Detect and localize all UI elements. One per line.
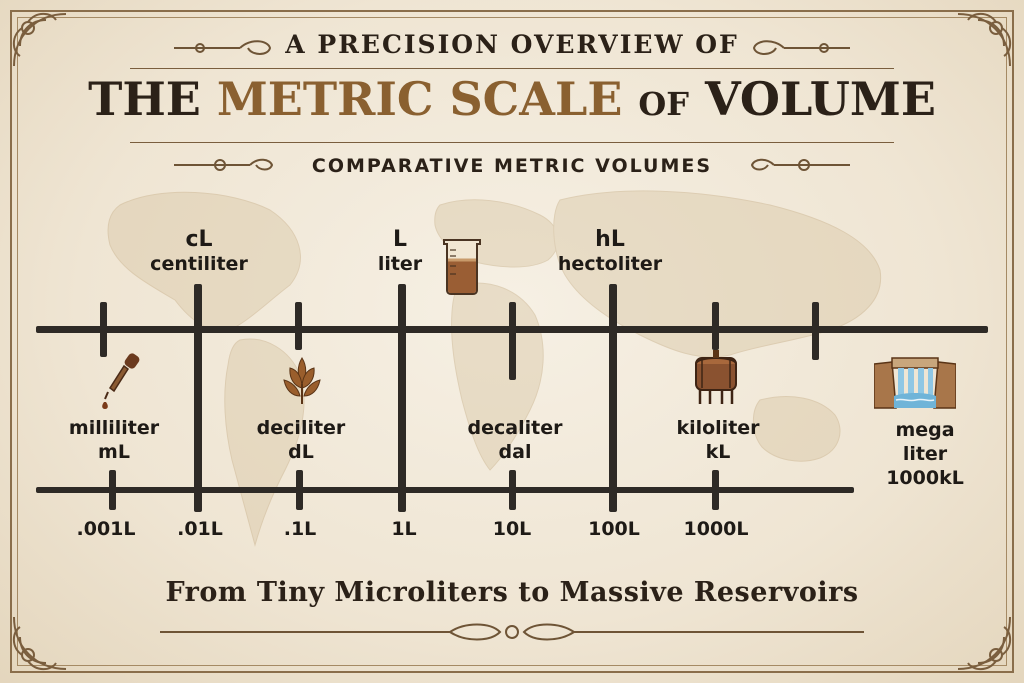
scale-value: 100L (588, 518, 640, 540)
flourish-right-icon (752, 40, 850, 55)
label-abbr: L (392, 227, 408, 252)
label-abbr: mL (98, 441, 130, 463)
tick-marker (109, 470, 116, 510)
label-name: mega (895, 419, 955, 441)
tick-marker (509, 302, 516, 380)
scale-value: .01L (177, 518, 223, 540)
label-abbr: dL (288, 441, 314, 463)
tick-marker (609, 284, 617, 512)
label-milliliter: milliliter mL (69, 416, 159, 464)
scale-value: 10L (492, 518, 532, 540)
label-abbr: cL (185, 227, 213, 252)
tank-icon (695, 350, 737, 404)
flourish-right-icon (750, 158, 850, 171)
label-name: kiloliter (676, 417, 760, 439)
main-title: THE METRIC SCALE OF VOLUME (0, 72, 1024, 126)
tick-marker (812, 302, 819, 360)
subtitle: COMPARATIVE METRIC VOLUMES (311, 155, 713, 177)
label-megaliter: mega liter 1000kL (886, 418, 964, 490)
tick-marker (194, 284, 202, 512)
corner-ornament-icon (6, 6, 76, 76)
scale-value: 1000L (683, 518, 749, 540)
tick-marker (712, 470, 719, 510)
scale-value: .001L (76, 518, 136, 540)
title-rule-bottom (130, 142, 894, 143)
label-name: decaliter (467, 417, 563, 439)
label-name: milliliter (68, 417, 160, 439)
outer-border (10, 10, 1014, 673)
inner-border (17, 17, 1007, 666)
title-the: THE (88, 72, 201, 126)
label-abbr: 1000kL (886, 467, 964, 489)
label-name: centiliter (150, 253, 248, 275)
corner-ornament-icon (948, 6, 1018, 76)
scale-value: .1L (283, 518, 317, 540)
title-top: A PRECISION OVERVIEW OF (285, 30, 739, 59)
tick-marker (398, 284, 406, 512)
label-name-2: liter (902, 443, 948, 465)
corner-ornament-icon (948, 607, 1018, 677)
title-rule (130, 68, 894, 69)
beaker-icon (443, 239, 481, 295)
lower-axis-line (36, 487, 854, 493)
tick-marker (100, 302, 107, 357)
label-centiliter: cL centiliter (150, 228, 248, 276)
title-of: OF (638, 85, 689, 123)
label-kiloliter: kiloliter kL (676, 416, 759, 464)
label-name: deciliter (256, 417, 346, 439)
tick-marker (295, 302, 302, 350)
tick-marker (509, 470, 516, 510)
label-name: liter (377, 253, 423, 275)
tick-marker (296, 470, 303, 510)
label-decaliter: decaliter dal (468, 416, 563, 464)
flourish-left-icon (174, 40, 272, 55)
title-end: VOLUME (705, 72, 936, 126)
label-hectoliter: hL hectoliter (558, 228, 662, 276)
footer-tagline: From Tiny Microliters to Massive Reservo… (165, 577, 859, 608)
wheat-icon (283, 357, 321, 404)
label-abbr: dal (498, 441, 532, 463)
dropper-icon (102, 353, 140, 409)
label-deciliter: deciliter dL (257, 416, 346, 464)
label-abbr: hL (595, 227, 625, 252)
label-name: hectoliter (557, 253, 663, 275)
flourish-left-icon (174, 158, 274, 171)
title-accent: METRIC SCALE (216, 72, 623, 126)
label-liter: L liter (378, 228, 422, 276)
footer-flourish-icon (160, 623, 864, 641)
label-abbr: kL (705, 441, 731, 463)
corner-ornament-icon (6, 607, 76, 677)
dam-icon (874, 357, 956, 409)
tick-marker (712, 302, 719, 350)
scale-value: 1L (391, 518, 417, 540)
